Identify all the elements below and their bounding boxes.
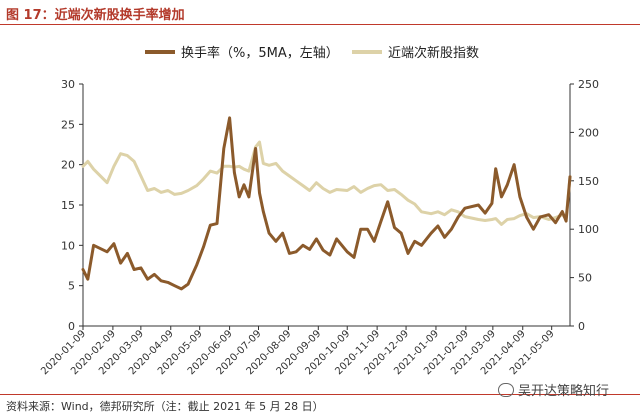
- right-tick-label: 250: [578, 78, 599, 91]
- left-tick-label: 10: [61, 239, 75, 252]
- right-tick-label: 50: [578, 272, 592, 285]
- chart: 换手率（%，5MA，左轴） 近端次新股指数 0 5 10 15 20 25 30 0 50 100 1…: [39, 45, 599, 377]
- legend: 换手率（%，5MA，左轴） 近端次新股指数: [145, 45, 479, 61]
- left-tick-label: 30: [61, 78, 75, 91]
- left-tick-label: 0: [68, 320, 75, 333]
- bottom-divider: [0, 394, 640, 395]
- watermark: 吴开达策略知行: [498, 380, 609, 399]
- chart-title: 图 17：近端次新股换手率增加: [6, 8, 185, 23]
- legend-label-0: 换手率（%，5MA，左轴）: [181, 45, 339, 61]
- left-tick-label: 20: [61, 159, 75, 172]
- left-tick-label: 5: [68, 280, 75, 293]
- left-tick-label: 15: [61, 199, 75, 212]
- title-divider: [0, 24, 640, 25]
- axes: 0510152025300501001502002502020-01-09202…: [39, 78, 599, 377]
- series-line-1: [81, 140, 572, 226]
- right-tick-label: 150: [578, 175, 599, 188]
- watermark-text: 吴开达策略知行: [518, 384, 610, 399]
- right-tick-label: 100: [578, 223, 599, 236]
- source-note: 资料来源：Wind，德邦研究所（注：截止 2021 年 5 月 28 日）: [6, 400, 324, 413]
- left-tick-label: 25: [61, 118, 75, 131]
- series-line-0: [81, 116, 572, 291]
- right-tick-label: 200: [578, 126, 599, 139]
- wechat-icon: [498, 383, 514, 397]
- legend-label-1: 近端次新股指数: [388, 45, 479, 61]
- series-layer: [81, 116, 572, 291]
- right-tick-label: 0: [578, 320, 585, 333]
